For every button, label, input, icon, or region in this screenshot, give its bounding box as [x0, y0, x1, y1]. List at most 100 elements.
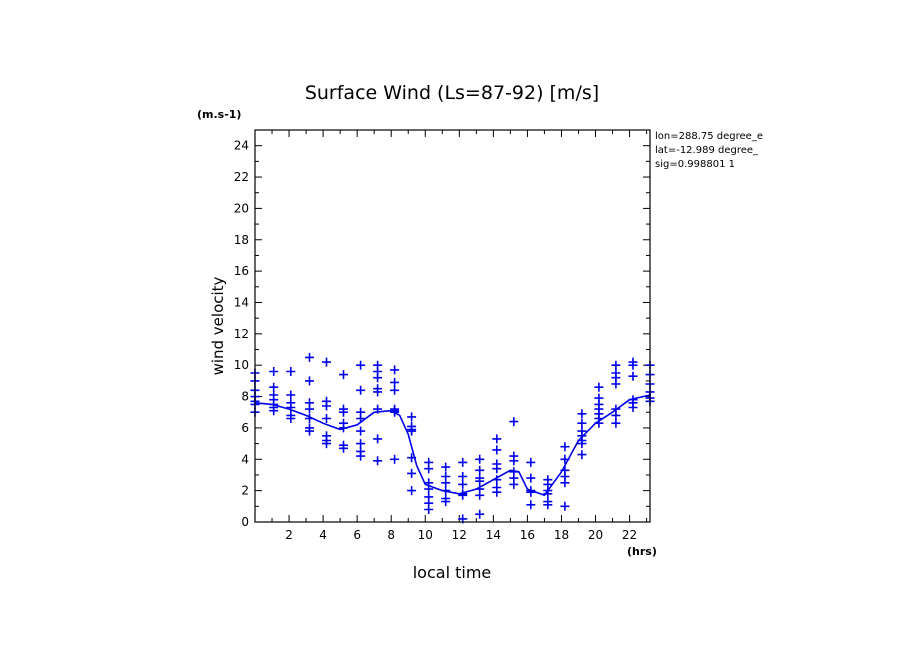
data-point	[390, 454, 400, 464]
x-tick-label: 8	[387, 528, 395, 542]
data-point	[390, 407, 400, 417]
plot-frame	[254, 129, 651, 523]
data-point	[305, 414, 314, 423]
x-axis-label: local time	[413, 563, 492, 582]
data-point	[390, 385, 400, 395]
data-point	[611, 379, 621, 389]
y-tick-label: 6	[241, 421, 249, 435]
data-point	[305, 404, 314, 414]
data-point	[475, 454, 485, 464]
data-point	[373, 387, 383, 397]
x-tick-label: 14	[486, 528, 501, 542]
data-point	[407, 453, 417, 463]
x-tick-label: 4	[319, 528, 327, 542]
data-point	[356, 439, 366, 449]
info-spacer	[651, 128, 653, 130]
data-point	[390, 365, 400, 375]
data-point	[441, 478, 451, 488]
chart-title: Surface Wind (Ls=87-92) [m/s]	[305, 82, 599, 104]
x-tick-label: 12	[452, 528, 467, 542]
data-point	[339, 370, 348, 380]
data-point	[577, 450, 587, 460]
x-tick-label: 18	[554, 528, 569, 542]
data-point	[475, 490, 485, 500]
data-point	[475, 465, 485, 475]
data-point	[322, 357, 331, 367]
info-sig: sig=0.998801 1	[655, 159, 735, 170]
data-point	[286, 367, 296, 376]
y-unit-label: (m.s-1)	[197, 108, 241, 121]
data-point	[492, 445, 502, 455]
data-point	[594, 382, 604, 392]
data-point	[628, 371, 638, 381]
data-point	[390, 377, 400, 387]
data-point	[373, 456, 383, 466]
x-tick-label: 16	[520, 528, 535, 542]
data-point	[286, 403, 296, 412]
data-point	[339, 443, 348, 453]
data-point	[269, 367, 279, 376]
data-point	[407, 412, 417, 422]
data-point	[492, 475, 502, 485]
data-point	[611, 418, 621, 428]
data-point	[339, 423, 348, 433]
data-point	[509, 479, 519, 489]
data-point	[407, 426, 417, 436]
y-tick-label: 0	[241, 515, 249, 529]
x-tick-label: 22	[622, 528, 637, 542]
data-point	[577, 418, 587, 428]
info-lat: lat=-12.989 degree_	[655, 145, 759, 156]
y-tick-label: 20	[234, 201, 249, 215]
x-tick-label: 10	[418, 528, 433, 542]
data-point	[373, 404, 383, 414]
data-point	[526, 487, 536, 497]
data-point	[424, 505, 434, 514]
y-tick-label: 2	[241, 484, 249, 498]
y-tick-label: 24	[234, 139, 249, 153]
data-point	[322, 401, 331, 411]
data-point	[305, 352, 314, 362]
data-point	[509, 456, 519, 466]
data-point	[560, 501, 570, 511]
y-tick-label: 10	[234, 358, 249, 372]
data-point	[322, 439, 331, 449]
data-point	[475, 476, 485, 486]
data-point	[560, 478, 570, 488]
data-point	[269, 382, 279, 392]
data-point	[543, 489, 553, 499]
data-point	[458, 457, 468, 467]
data-point	[407, 468, 417, 478]
data-point	[628, 360, 638, 370]
data-point	[305, 426, 314, 436]
y-axis-label: wind velocity	[209, 276, 227, 375]
data-point	[577, 409, 587, 419]
y-tick-label: 16	[234, 264, 249, 278]
data-point	[322, 414, 331, 423]
data-point	[339, 407, 348, 417]
data-point	[526, 500, 536, 510]
data-point	[492, 434, 502, 444]
y-tick-label: 18	[234, 233, 249, 247]
mean-wind-line	[254, 394, 651, 497]
data-point	[560, 454, 570, 464]
data-point	[356, 426, 366, 436]
info-lon: lon=288.75 degree_e	[655, 131, 763, 142]
x-tick-label: 20	[588, 528, 603, 542]
data-point	[286, 390, 296, 400]
x-tick-label: 2	[285, 528, 293, 542]
y-tick-label: 12	[234, 327, 249, 341]
data-point	[458, 490, 468, 500]
data-point	[458, 479, 468, 489]
data-point	[492, 487, 502, 497]
data-point	[441, 486, 451, 496]
data-point	[611, 360, 621, 370]
data-point	[269, 406, 279, 416]
x-tick-label: 6	[353, 528, 361, 542]
data-point	[441, 462, 451, 472]
data-point	[286, 414, 296, 423]
data-point	[356, 451, 366, 461]
data-point	[441, 497, 451, 507]
y-tick-label: 22	[234, 170, 249, 184]
data-point	[458, 472, 468, 481]
y-tick-label: 8	[241, 390, 249, 404]
